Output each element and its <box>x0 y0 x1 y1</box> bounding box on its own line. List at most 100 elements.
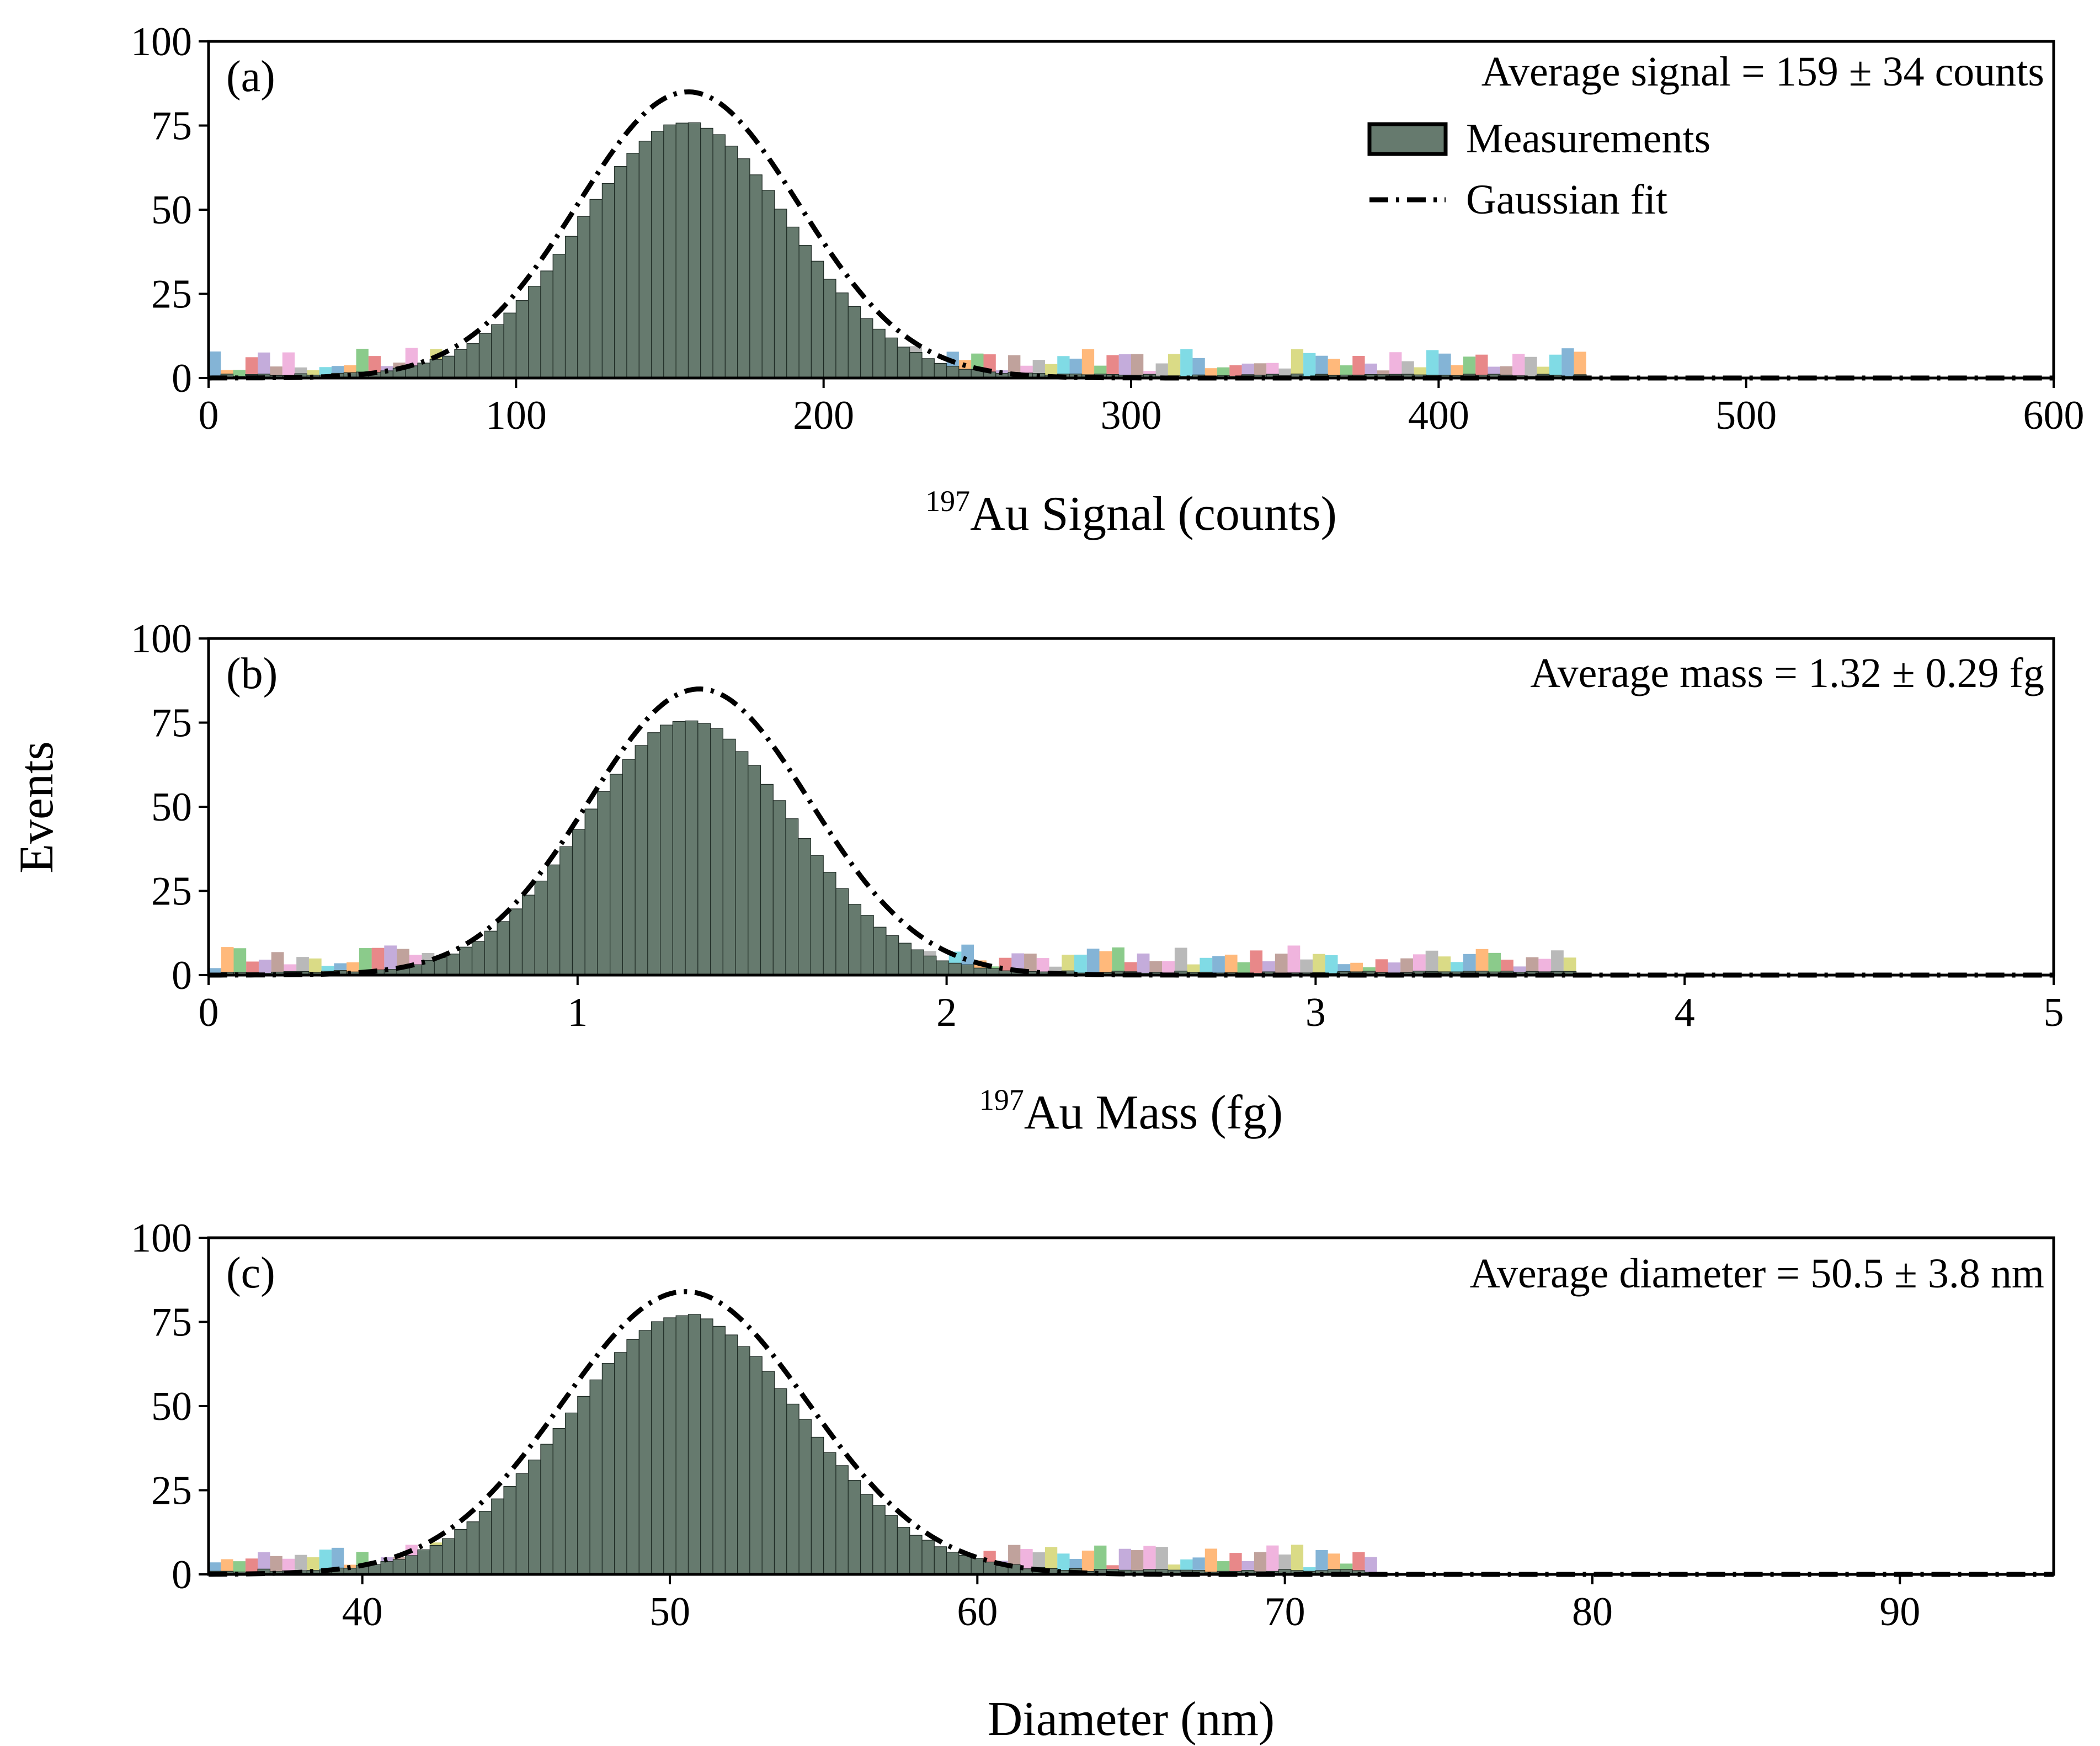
panel-a-histogram-bar <box>934 363 947 379</box>
panel-b-replicate-bar <box>1287 945 1300 973</box>
panel-c-replicate-bar <box>430 1542 443 1546</box>
panel-c-histogram-bar <box>564 1412 578 1575</box>
panel-a-replicate-bar <box>1414 367 1427 375</box>
panel-c-replicate-bar <box>245 1558 258 1572</box>
panel-b-x-axis-label: 197Au Mass (fg) <box>979 1083 1283 1140</box>
panel-b-replicate-bar <box>1400 958 1413 973</box>
panel-b-histogram-bar <box>672 721 686 976</box>
panel-b-y-tick-label: 75 <box>151 701 192 746</box>
panel-b-replicate-bar <box>371 947 385 970</box>
panel-b-x-ticks: 0 1 2 3 4 5 <box>199 975 2064 1035</box>
panel-a-histogram-bar <box>774 209 787 379</box>
panel-b-replicate-bar <box>1438 956 1451 972</box>
panel-a-histogram-bar <box>564 236 578 379</box>
panel-c-replicate-bar <box>1291 1545 1304 1571</box>
panel-b-replicate-bar <box>1187 964 1200 972</box>
panel-c-histogram-bar <box>478 1511 492 1575</box>
legend-measurements-label: Measurements <box>1466 115 1710 162</box>
panel-b-histogram-bar <box>446 954 460 976</box>
panel-c: 40 50 60 70 80 90 0 25 50 75 100 (c) Average diam… <box>131 1216 2055 1746</box>
panel-a-replicate-bar <box>1463 356 1476 375</box>
panel-a-histogram-bar <box>712 134 726 379</box>
panel-a-histogram-bar <box>687 122 701 379</box>
panel-c-replicate-bar <box>258 1552 270 1569</box>
panel-a-histogram-bar <box>737 158 750 379</box>
panel-c-replicate-bar <box>1192 1557 1205 1571</box>
panel-c-replicate-bar <box>1131 1550 1144 1571</box>
panel-c-histogram-bar <box>392 1559 406 1575</box>
panel-a-replicate-bar <box>1106 355 1119 375</box>
panel-b-replicate-bar <box>422 952 435 961</box>
panel-c-histogram-bar <box>552 1428 566 1575</box>
panel-a-histogram-bar <box>761 190 775 379</box>
panel-a-replicate-bar <box>233 370 246 376</box>
panel-b-x-axis-label-superscript: 197 <box>979 1083 1024 1116</box>
panel-a-histogram-bar <box>503 312 516 379</box>
panel-a-replicate-bar <box>1500 366 1513 375</box>
panel-c-replicate-bar <box>1254 1552 1267 1572</box>
panel-c-replicate-bar <box>1118 1548 1131 1571</box>
panel-a-replicate-bar <box>1192 358 1205 375</box>
panel-a-histogram-bar <box>884 337 898 379</box>
panel-b-replicate-bar <box>1451 962 1463 972</box>
panel-c-y-tick-label: 0 <box>172 1552 192 1598</box>
panel-c-histogram-bar <box>577 1396 590 1575</box>
panel-b-replicate-bar <box>1526 957 1539 972</box>
panel-b-y-tick-label: 0 <box>172 953 192 998</box>
panel-c-histogram-bar <box>774 1388 787 1575</box>
panel-c-replicate-bar <box>331 1547 344 1568</box>
panel-a-histogram-bar <box>491 324 504 379</box>
panel-b-replicate-bar <box>1488 952 1501 972</box>
panel-b-replicate-bar <box>209 968 221 973</box>
panel-c-replicate-bar <box>270 1556 283 1572</box>
panel-a: 0 100 200 300 400 500 600 0 25 50 75 100 (a) Avera… <box>131 19 2085 541</box>
panel-a-replicate-bar <box>1143 371 1156 375</box>
panel-b-x-tick-label: 5 <box>2044 990 2064 1035</box>
panel-c-replicate-bar <box>1352 1552 1365 1571</box>
panel-c-histogram-bar <box>441 1538 455 1575</box>
panel-c-x-tick-label: 60 <box>957 1589 998 1635</box>
panel-a-replicate-bar <box>1044 364 1058 375</box>
panel-b-replicate-bar <box>1212 956 1225 973</box>
panel-c-replicate-bar <box>1217 1561 1230 1572</box>
panel-a-replicate-bar <box>1180 349 1193 376</box>
panel-a-replicate-bar <box>1081 349 1095 375</box>
panel-b-histogram-bar <box>660 725 673 976</box>
panel-a-y-tick-label: 0 <box>172 356 192 401</box>
panel-b-replicate-bar <box>1124 962 1137 972</box>
panel-b-histogram-bar <box>459 946 473 976</box>
panel-a-replicate-bar <box>1365 363 1377 375</box>
panel-b-replicate-bar <box>1024 954 1037 972</box>
panel-a-replicate-bar <box>1204 368 1218 376</box>
panel-b-replicate-bar <box>1262 961 1275 972</box>
panel-c-replicate-bar <box>1204 1548 1218 1572</box>
panel-c-histogram-bar <box>811 1436 824 1575</box>
panel-a-histogram-bar <box>478 333 492 379</box>
panel-b-x-tick-label: 1 <box>567 990 588 1035</box>
panel-a-histogram-bar <box>454 349 467 379</box>
panel-a-replicate-bar <box>1278 368 1291 376</box>
panel-c-x-tick-label: 80 <box>1572 1589 1613 1635</box>
panel-b-replicate-bar <box>246 961 259 973</box>
panel-c-histogram-bar <box>897 1526 910 1575</box>
panel-c-histogram-bar <box>491 1498 504 1575</box>
panel-b-histogram-bar <box>961 964 974 976</box>
panel-c-histogram-bar <box>675 1315 689 1575</box>
panel-c-replicate-bar <box>1340 1563 1353 1570</box>
panel-b-replicate-bar <box>258 960 271 973</box>
panel-a-x-axis-label-text: Au Signal (counts) <box>970 487 1337 541</box>
panel-a-histogram-bar <box>540 270 553 379</box>
panel-b-y-tick-label: 25 <box>151 869 192 914</box>
legend-gaussian-fit-label: Gaussian fit <box>1466 177 1667 223</box>
panel-a-histogram-bar <box>417 363 430 379</box>
panel-a-replicate-bar <box>1561 348 1574 376</box>
panel-a-histogram-bar <box>626 153 639 379</box>
panel-a-histogram-bar <box>946 365 960 379</box>
panel-b-replicate-bar <box>1463 954 1476 972</box>
panel-c-histogram-bar <box>663 1317 676 1575</box>
panel-b-replicate-bar <box>1062 955 1075 971</box>
panel-c-histogram-bar <box>429 1545 443 1575</box>
panel-a-replicate-bar <box>1118 354 1131 375</box>
panel-b-histogram-bar <box>559 846 573 976</box>
panel-b-replicate-bar <box>1501 960 1513 971</box>
